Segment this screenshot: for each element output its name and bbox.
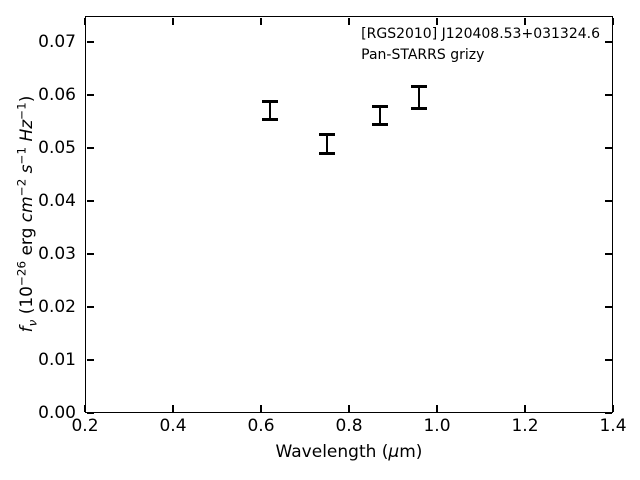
errorbar-cap-top [371, 105, 388, 109]
errorbar-cap-top [411, 85, 428, 89]
y-tick-label: 0.05 [38, 138, 76, 159]
x-tick [172, 404, 174, 412]
annotation-line-survey: Pan-STARRS grizy [361, 47, 485, 63]
y-axis-label-space [17, 173, 37, 178]
x-tick-top [436, 17, 438, 25]
x-axis-label-unit: m) [399, 442, 423, 462]
errorbar-cap-bottom [261, 118, 278, 122]
annotation-line-object-id: [RGS2010] J120408.53+031324.6 [361, 26, 600, 42]
x-tick-label: 0.4 [159, 416, 187, 436]
x-tick-top [524, 17, 526, 25]
y-tick-label: 0.06 [38, 85, 76, 106]
x-tick [84, 404, 86, 412]
y-tick-right [604, 359, 612, 362]
errorbar-line [326, 134, 328, 154]
annotation: [RGS2010] J120408.53+031324.6 Pan-STARRS… [361, 24, 600, 66]
x-axis-label: Wavelength (μm) [199, 442, 499, 462]
x-tick [524, 404, 526, 412]
y-tick-right [604, 412, 612, 414]
x-tick-top [84, 17, 86, 25]
y-tick [86, 94, 94, 97]
y-tick-right [604, 41, 612, 44]
y-axis-label: fν (10−26 erg cm−2 s−1 Hz−1) [14, 96, 39, 333]
y-tick-label: 0.03 [38, 244, 76, 265]
x-tick-top [172, 17, 174, 25]
y-tick-right [604, 147, 612, 150]
y-tick-right [604, 200, 612, 203]
x-tick [612, 404, 614, 412]
y-tick-right [604, 94, 612, 97]
x-tick [348, 404, 350, 412]
y-tick-right [604, 306, 612, 309]
y-tick [86, 306, 94, 309]
x-tick-label: 1.2 [511, 416, 539, 436]
y-axis-label-f: f [17, 326, 38, 333]
errorbar-cap-bottom [319, 151, 335, 155]
x-axis-label-mu: μ [388, 442, 400, 462]
x-tick-label: 1.0 [423, 416, 451, 436]
x-tick-label: 0.6 [247, 416, 275, 436]
y-tick [86, 200, 94, 203]
x-tick [260, 404, 262, 412]
y-tick [86, 253, 94, 256]
y-tick-label: 0.04 [38, 191, 76, 212]
x-tick-top [612, 17, 614, 25]
y-axis-label-exp: −1 [14, 102, 29, 120]
errorbar-cap-bottom [371, 123, 388, 126]
plot-area [85, 16, 613, 413]
errorbar-line [378, 106, 381, 125]
y-tick-label: 0.02 [38, 297, 76, 318]
y-tick-right [604, 253, 612, 256]
errorbar-cap-top [261, 100, 278, 104]
y-axis-label-exp: −26 [14, 260, 29, 287]
y-tick [86, 412, 94, 414]
y-tick-label: 0.01 [38, 350, 76, 371]
x-tick-label: 0.8 [335, 416, 363, 436]
y-axis-label-hz: Hz [17, 119, 38, 142]
y-axis-label-s: s [17, 164, 38, 174]
y-tick-label: 0.07 [38, 32, 76, 53]
errorbar-cap-top [319, 132, 335, 136]
x-tick-top [260, 17, 262, 25]
y-tick-label: 0.00 [38, 403, 76, 423]
x-tick [436, 404, 438, 412]
errorbar-line [418, 86, 421, 109]
y-tick [86, 147, 94, 150]
x-axis-label-text: Wavelength ( [275, 442, 389, 462]
y-axis-label-nu: ν [25, 319, 40, 327]
errorbar-line [268, 101, 271, 120]
y-tick [86, 359, 94, 362]
x-tick-label: 1.4 [599, 416, 627, 436]
errorbar-cap-bottom [411, 106, 428, 110]
x-tick-top [348, 17, 350, 25]
x-tick-label: 0.2 [71, 416, 99, 436]
y-tick [86, 41, 94, 44]
